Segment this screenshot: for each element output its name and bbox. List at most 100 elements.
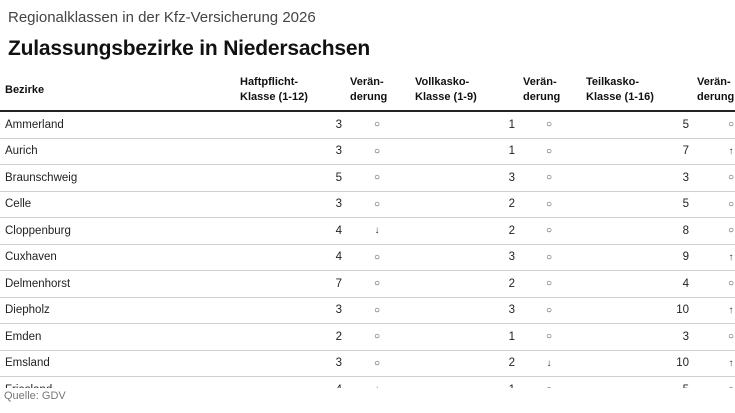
cell-vollkasko: 2 (412, 217, 515, 245)
cell-teilkasko-change: ○ (689, 191, 735, 218)
cell-bezirk: Delmenhorst (0, 270, 237, 298)
cell-bezirk: Cloppenburg (0, 217, 237, 245)
source-note: Quelle: GDV (4, 390, 66, 402)
cell-haftpflicht: 4 (237, 376, 342, 388)
cell-vollkasko-change: ○ (515, 217, 583, 245)
col-header-teilkasko-change[interactable]: Verän-derung (689, 70, 735, 112)
cell-vollkasko-change: ○ (515, 244, 583, 271)
cell-teilkasko-change: ↑ (689, 244, 735, 271)
col-header-vollkasko[interactable]: Vollkasko- Klasse (1-9) (412, 70, 515, 112)
col-header-label-line1: Vollkasko- (415, 76, 470, 88)
cell-haftpflicht-change: ○ (342, 111, 412, 139)
cell-haftpflicht: 5 (237, 164, 342, 192)
cell-vollkasko-change: ○ (515, 323, 583, 351)
cell-bezirk: Braunschweig (0, 164, 237, 192)
table-row: Celle 3 ○ 2 ○ 5 ○ (0, 191, 735, 218)
cell-bezirk: Celle (0, 191, 237, 218)
cell-teilkasko-change: ○ (689, 270, 735, 298)
cell-teilkasko: 10 (583, 297, 689, 324)
cell-teilkasko-change: ○ (689, 376, 735, 388)
cell-haftpflicht-change: ○ (342, 138, 412, 165)
cell-teilkasko: 10 (583, 350, 689, 377)
cell-haftpflicht: 3 (237, 138, 342, 165)
cell-teilkasko-change: ○ (689, 217, 735, 245)
cell-haftpflicht: 2 (237, 323, 342, 351)
cell-vollkasko: 1 (412, 111, 515, 139)
cell-vollkasko-change: ○ (515, 297, 583, 324)
cell-haftpflicht-change: ○ (342, 270, 412, 298)
table-row: Cloppenburg 4 ↓ 2 ○ 8 ○ (0, 217, 735, 245)
col-header-bezirke[interactable]: Bezirke (0, 70, 237, 112)
cell-vollkasko: 2 (412, 270, 515, 298)
cell-vollkasko-change: ○ (515, 164, 583, 192)
cell-haftpflicht-change: ○ (342, 297, 412, 324)
cell-teilkasko: 5 (583, 191, 689, 218)
col-header-vollkasko-change[interactable]: Verän-derung (515, 70, 583, 112)
table-scroll-area[interactable]: Bezirke Haftpflicht- Klasse (1-12) Verän-… (0, 70, 735, 388)
cell-bezirk: Diepholz (0, 297, 237, 324)
table-row: Diepholz 3 ○ 3 ○ 10 ↑ (0, 297, 735, 324)
cell-teilkasko: 5 (583, 111, 689, 139)
cell-haftpflicht: 3 (237, 297, 342, 324)
cell-teilkasko-change: ○ (689, 164, 735, 192)
cell-haftpflicht: 3 (237, 350, 342, 377)
cell-haftpflicht-change: ↓ (342, 376, 412, 388)
cell-teilkasko-change: ↑ (689, 297, 735, 324)
cell-haftpflicht: 3 (237, 191, 342, 218)
table-row: Braunschweig 5 ○ 3 ○ 3 ○ (0, 164, 735, 192)
table-row: Friesland 4 ↓ 1 ○ 5 ○ (0, 376, 735, 388)
col-header-label-line2: derung (697, 91, 735, 103)
col-header-label-line2: Klasse (1-9) (415, 91, 477, 103)
col-header-label-line2: derung (350, 91, 388, 103)
cell-teilkasko-change: ○ (689, 111, 735, 139)
cell-bezirk: Cuxhaven (0, 244, 237, 271)
table-row: Aurich 3 ○ 1 ○ 7 ↑ (0, 138, 735, 165)
col-header-label-line2: Klasse (1-12) (240, 91, 308, 103)
cell-vollkasko-change: ○ (515, 111, 583, 139)
cell-haftpflicht-change: ○ (342, 164, 412, 192)
table-header-row: Bezirke Haftpflicht- Klasse (1-12) Verän-… (0, 70, 735, 112)
table-row: Emsland 3 ○ 2 ↓ 10 ↑ (0, 350, 735, 377)
col-header-label-line1: Haftpflicht- (240, 76, 299, 88)
cell-haftpflicht-change: ○ (342, 244, 412, 271)
cell-bezirk: Aurich (0, 138, 237, 165)
col-header-label-line1: Verän- (350, 76, 384, 88)
cell-haftpflicht: 3 (237, 111, 342, 139)
cell-teilkasko: 4 (583, 270, 689, 298)
col-header-teilkasko[interactable]: Teilkasko- Klasse (1-16) (583, 70, 689, 112)
cell-haftpflicht: 4 (237, 244, 342, 271)
cell-vollkasko: 2 (412, 191, 515, 218)
cell-vollkasko-change: ○ (515, 270, 583, 298)
table-row: Delmenhorst 7 ○ 2 ○ 4 ○ (0, 270, 735, 298)
cell-teilkasko: 3 (583, 164, 689, 192)
col-header-label: Bezirke (5, 83, 45, 96)
col-header-haftpflicht-change[interactable]: Verän-derung (342, 70, 412, 112)
col-header-label-line2: derung (523, 91, 561, 103)
cell-vollkasko-change: ○ (515, 191, 583, 218)
col-header-label-line1: Verän- (697, 76, 731, 88)
regionalklassen-table: Bezirke Haftpflicht- Klasse (1-12) Verän-… (0, 70, 735, 388)
cell-teilkasko: 5 (583, 376, 689, 388)
cell-haftpflicht-change: ↓ (342, 217, 412, 245)
table-body: Ammerland 3 ○ 1 ○ 5 ○ Aurich 3 ○ 1 ○ 7 ↑… (0, 111, 735, 388)
cell-vollkasko: 3 (412, 244, 515, 271)
cell-haftpflicht-change: ○ (342, 350, 412, 377)
col-header-label-line2: Klasse (1-16) (586, 91, 654, 103)
cell-vollkasko: 2 (412, 350, 515, 377)
table-row: Emden 2 ○ 1 ○ 3 ○ (0, 323, 735, 351)
cell-bezirk: Friesland (0, 376, 237, 388)
cell-vollkasko: 3 (412, 297, 515, 324)
cell-bezirk: Emsland (0, 350, 237, 377)
cell-vollkasko: 1 (412, 376, 515, 388)
cell-haftpflicht: 4 (237, 217, 342, 245)
page-title: Zulassungsbezirke in Niedersachsen (8, 37, 371, 60)
cell-teilkasko: 9 (583, 244, 689, 271)
cell-teilkasko: 7 (583, 138, 689, 165)
col-header-label-line1: Verän- (523, 76, 557, 88)
col-header-label-line1: Teilkasko- (586, 76, 639, 88)
col-header-haftpflicht[interactable]: Haftpflicht- Klasse (1-12) (237, 70, 342, 112)
cell-haftpflicht-change: ○ (342, 191, 412, 218)
cell-haftpflicht: 7 (237, 270, 342, 298)
chart-subtitle: Regionalklassen in der Kfz-Versicherung … (8, 9, 316, 26)
cell-vollkasko: 3 (412, 164, 515, 192)
